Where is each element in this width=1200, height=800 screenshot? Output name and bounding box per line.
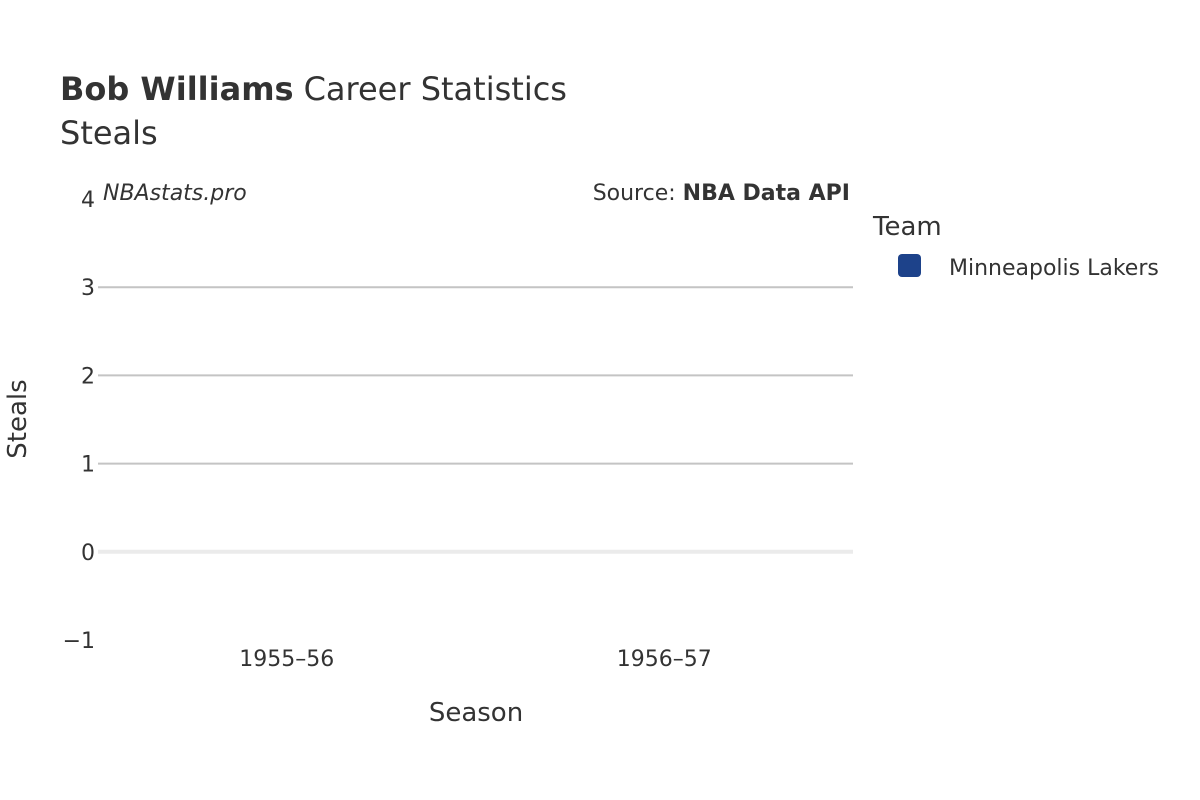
gridlines	[98, 286, 853, 554]
y-tick-label: 3	[81, 276, 95, 301]
x-tick-label: 1956–57	[617, 647, 712, 672]
source-name: NBA Data API	[683, 181, 850, 206]
y-tick-label: 4	[81, 188, 95, 213]
chart-title: Bob Williams Career Statistics	[60, 70, 567, 108]
chart-subtitle: Steals	[60, 114, 158, 152]
x-axis-label: Season	[429, 698, 523, 728]
legend: Team Minneapolis Lakers	[872, 212, 1159, 281]
watermark: NBAstats.pro	[103, 181, 247, 206]
legend-swatch-minneapolis-lakers[interactable]	[898, 254, 921, 277]
source-prefix: Source:	[593, 181, 683, 206]
y-axis-label: Steals	[3, 379, 33, 458]
chart-title-player: Bob Williams	[60, 70, 294, 108]
y-axis-ticks: −1 0 1 2 3 4	[63, 188, 95, 654]
source-note: Source: NBA Data API	[593, 181, 850, 206]
y-tick-label: 1	[81, 453, 95, 478]
chart-title-rest: Career Statistics	[304, 70, 567, 108]
legend-title: Team	[872, 212, 942, 242]
x-axis-ticks: 1955–56 1956–57	[239, 647, 711, 672]
y-tick-label: 0	[81, 541, 95, 566]
legend-entry-label[interactable]: Minneapolis Lakers	[949, 256, 1159, 281]
y-tick-label: 2	[81, 364, 95, 389]
x-tick-label: 1955–56	[239, 647, 334, 672]
y-tick-label: −1	[63, 629, 95, 654]
